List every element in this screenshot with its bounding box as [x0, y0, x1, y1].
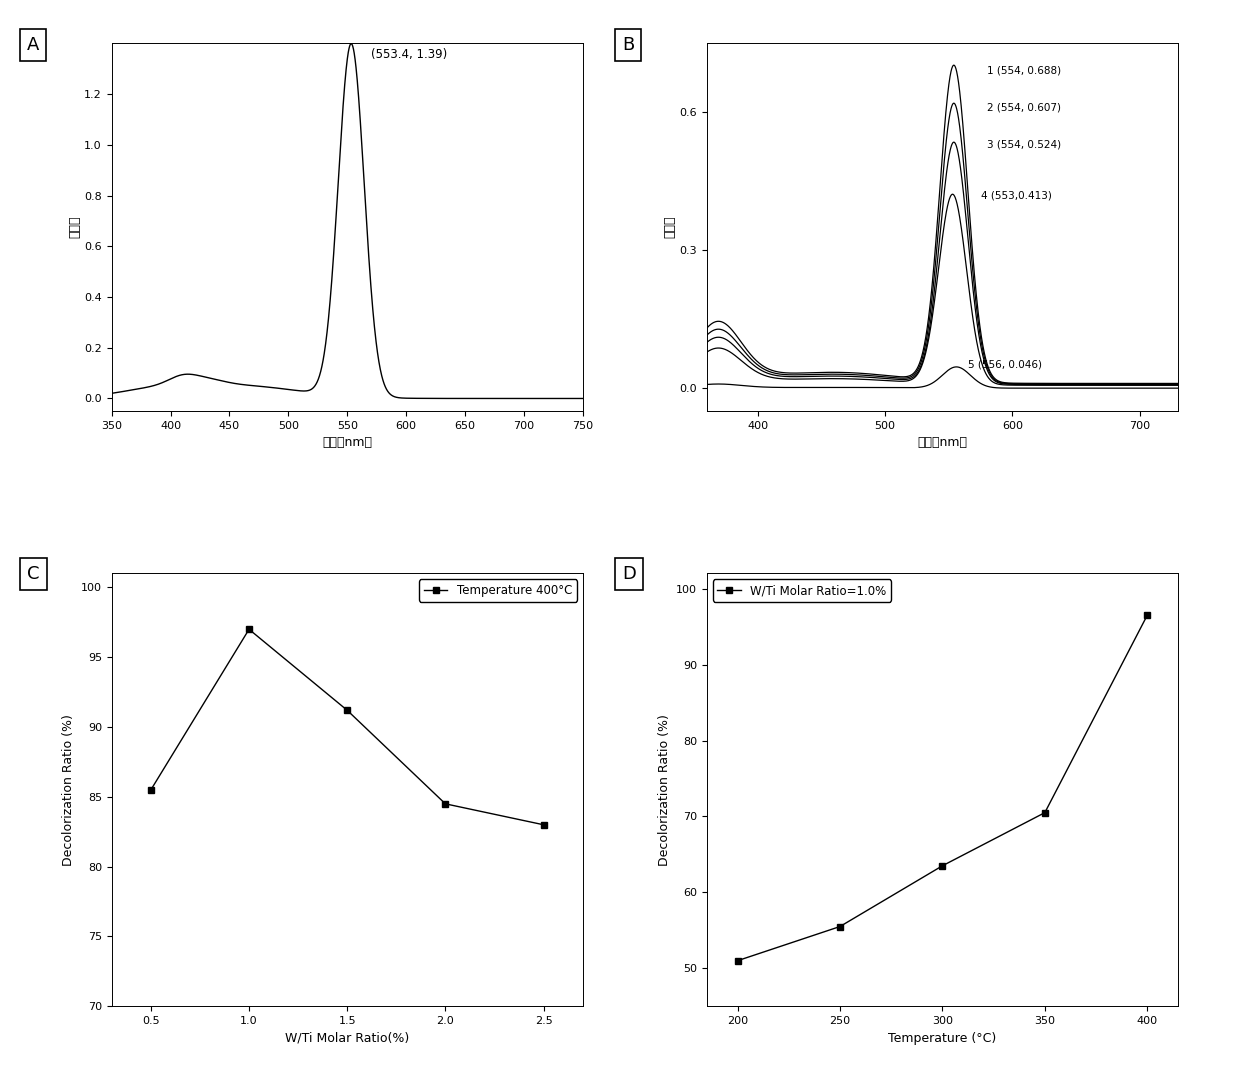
Text: (553.4, 1.39): (553.4, 1.39): [371, 48, 446, 61]
Legend: W/Ti Molar Ratio=1.0%: W/Ti Molar Ratio=1.0%: [713, 579, 892, 602]
Text: 2 (554, 0.607): 2 (554, 0.607): [987, 103, 1061, 113]
Text: 3 (554, 0.524): 3 (554, 0.524): [987, 140, 1061, 149]
Y-axis label: Decolorization Ratio (%): Decolorization Ratio (%): [62, 714, 76, 866]
Y-axis label: 吸光度: 吸光度: [663, 216, 677, 238]
Text: 4 (553,0.413): 4 (553,0.413): [981, 190, 1052, 200]
Y-axis label: Decolorization Ratio (%): Decolorization Ratio (%): [657, 714, 671, 866]
X-axis label: W/Ti Molar Ratio(%): W/Ti Molar Ratio(%): [285, 1031, 409, 1044]
X-axis label: 波长（nm）: 波长（nm）: [918, 436, 967, 449]
Text: B: B: [622, 36, 634, 54]
Y-axis label: 吸光度: 吸光度: [68, 216, 82, 238]
Text: 5 (556, 0.046): 5 (556, 0.046): [968, 359, 1042, 369]
Legend: Temperature 400°C: Temperature 400°C: [419, 579, 577, 602]
X-axis label: 波长（nm）: 波长（nm）: [322, 436, 372, 449]
Text: D: D: [622, 565, 636, 583]
Text: C: C: [27, 565, 40, 583]
Text: A: A: [27, 36, 40, 54]
Text: 1 (554, 0.688): 1 (554, 0.688): [987, 66, 1061, 76]
X-axis label: Temperature (°C): Temperature (°C): [888, 1031, 997, 1044]
